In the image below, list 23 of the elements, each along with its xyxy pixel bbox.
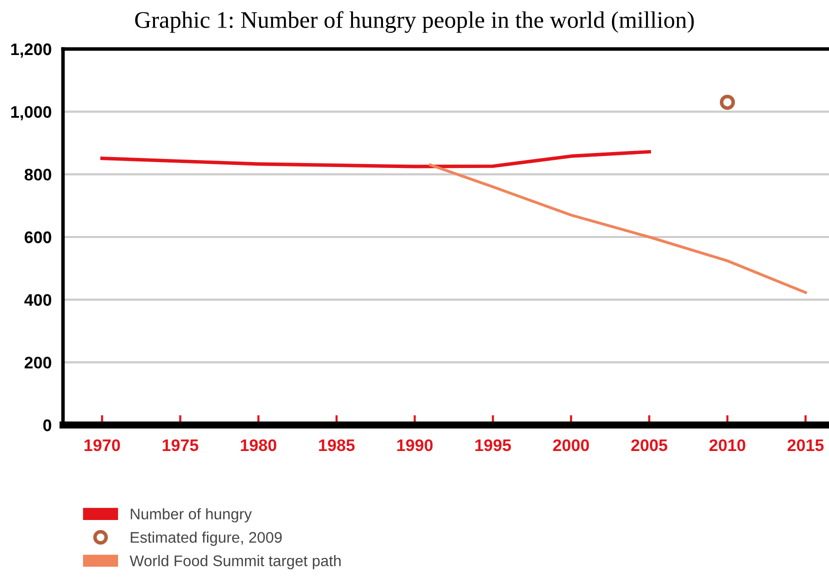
x-tick-label: 1980 — [240, 439, 276, 452]
legend-label: World Food Summit target path — [130, 555, 341, 570]
y-tick-label: 400 — [24, 294, 52, 306]
x-tick-label: 2015 — [788, 439, 824, 452]
y-tick-label: 1,000 — [11, 106, 52, 120]
y-tick-label: 1,200 — [11, 43, 52, 58]
x-tick-label: 1985 — [319, 439, 355, 452]
x-tick-label: 1975 — [162, 439, 198, 452]
y-tick-label: 800 — [24, 168, 52, 181]
y-tick-label: 200 — [24, 356, 52, 369]
x-tick-label: 2005 — [631, 439, 668, 452]
x-tick-label: 1995 — [475, 439, 511, 452]
line-series — [100, 150, 651, 168]
legend-label: Number of hungry — [130, 508, 252, 522]
line-series — [428, 164, 807, 294]
x-tick-label: 2000 — [553, 439, 589, 452]
x-tick-label: 1990 — [397, 439, 433, 452]
legend-label: Estimated figure, 2009 — [130, 532, 282, 546]
x-tick-label: 2010 — [709, 439, 746, 452]
y-tick-label: 600 — [24, 231, 52, 244]
y-tick-label: 0 — [43, 419, 52, 432]
x-tick-label: 1970 — [84, 439, 120, 452]
chart-title: Graphic 1: Number of hungry people in the world (million) — [135, 11, 694, 33]
